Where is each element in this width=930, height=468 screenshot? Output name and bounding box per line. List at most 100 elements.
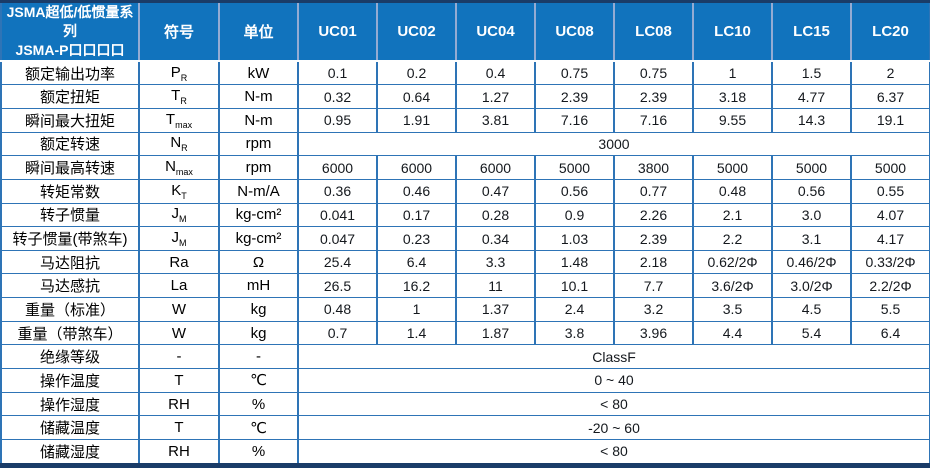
spec-value-cell: 5000 xyxy=(771,155,852,180)
symbol-base: W xyxy=(171,300,187,318)
table-row: 储藏温度 T ℃ -20 ~ 60 xyxy=(0,415,930,440)
row-label: 绝缘等级 xyxy=(0,344,140,370)
symbol-subscript: max xyxy=(175,119,193,130)
spec-value-cell: 25.4 xyxy=(297,249,378,275)
symbol-subscript: R xyxy=(180,96,187,107)
spec-value-cell: 0.64 xyxy=(376,84,457,109)
symbol-base: J xyxy=(171,205,180,223)
spec-value-cell: 5.5 xyxy=(850,297,930,322)
unit-cell: - xyxy=(218,344,299,370)
spec-value-cell: 3.6/2Φ xyxy=(692,273,773,299)
row-label: 重量（标准） xyxy=(0,297,140,322)
spec-value-cell: 3.5 xyxy=(692,297,773,322)
model-column-header: UC04 xyxy=(455,1,535,62)
unit-cell: rpm xyxy=(218,155,299,180)
symbol-cell: - xyxy=(138,344,220,370)
spec-value-cell: 14.3 xyxy=(771,108,852,133)
table-row: 额定转速 NR rpm 3000 xyxy=(0,131,930,157)
unit-cell: N-m xyxy=(218,84,299,109)
row-label: 重量（带煞车） xyxy=(0,320,140,346)
spec-value-cell: 0.9 xyxy=(534,202,615,228)
spec-value-cell: 3.1 xyxy=(771,226,852,251)
unit-column-header: 单位 xyxy=(218,1,298,62)
unit-cell: kg xyxy=(218,320,299,346)
row-label: 额定转速 xyxy=(0,131,140,157)
spec-value-cell: 0.46 xyxy=(376,178,457,204)
symbol-cell: JM xyxy=(138,202,220,228)
spec-value-cell: 9.55 xyxy=(692,108,773,133)
unit-cell: ℃ xyxy=(218,415,299,440)
spec-value-cell: 0.56 xyxy=(771,178,852,204)
series-title-line1: JSMA超低/低惯量系列 xyxy=(6,4,134,39)
spec-value-cell: 3.81 xyxy=(455,108,536,133)
unit-cell: kW xyxy=(218,60,299,86)
symbol-cell: RH xyxy=(138,438,220,467)
spec-value-cell: 7.7 xyxy=(613,273,694,299)
table-row: 额定扭矩 TR N-m 0.32 0.64 1.27 2.39 2.39 3.18 4.77 6.3… xyxy=(0,84,930,109)
spec-value-cell: 7.16 xyxy=(613,108,694,133)
model-column-header: LC08 xyxy=(613,1,693,62)
table-body: 额定输出功率 PR kW 0.1 0.2 0.4 0.75 0.75 1 1.5 2 额定扭矩 TR N-… xyxy=(0,60,930,467)
spec-value-cell: 26.5 xyxy=(297,273,378,299)
model-column-header: LC10 xyxy=(692,1,772,62)
spec-value-cell: 0.75 xyxy=(613,60,694,86)
spec-value-cell: 19.1 xyxy=(850,108,930,133)
spec-value-cell: 1.37 xyxy=(455,297,536,322)
symbol-cell: T xyxy=(138,368,220,393)
spec-value-cell: 0.48 xyxy=(297,297,378,322)
spec-value-cell: 0.041 xyxy=(297,202,378,228)
table-row: 转子惯量 JM kg-cm² 0.041 0.17 0.28 0.9 2.26 2.1 3.0 4.… xyxy=(0,202,930,228)
table-row: 瞬间最高转速 Nmax rpm 6000 6000 6000 5000 3800 5000 500… xyxy=(0,155,930,180)
symbol-cell: RH xyxy=(138,391,220,417)
symbol-cell: T xyxy=(138,415,220,440)
spec-value-cell: 0.2 xyxy=(376,60,457,86)
symbol-subscript: M xyxy=(179,238,187,249)
model-column-header: UC02 xyxy=(376,1,456,62)
spec-value-cell: 6000 xyxy=(297,155,378,180)
unit-cell: kg-cm² xyxy=(218,226,299,251)
model-column-header: LC20 xyxy=(850,1,930,62)
spec-value-cell: 1.27 xyxy=(455,84,536,109)
spec-value-cell: 1.03 xyxy=(534,226,615,251)
spec-value-cell: 6.37 xyxy=(850,84,930,109)
spec-value-cell: 0.55 xyxy=(850,178,930,204)
spec-value-cell: 0.047 xyxy=(297,226,378,251)
spec-value-cell: 1 xyxy=(376,297,457,322)
spec-value-cell: 3.8 xyxy=(534,320,615,346)
spec-value-cell: 5000 xyxy=(692,155,773,180)
symbol-cell: KT xyxy=(138,178,220,204)
symbol-cell: W xyxy=(138,320,220,346)
spec-value-cell: 0.77 xyxy=(613,178,694,204)
row-label: 转矩常数 xyxy=(0,178,140,204)
unit-cell: N-m xyxy=(218,108,299,133)
symbol-subscript: max xyxy=(175,167,193,178)
spec-value-cell: 2.2 xyxy=(692,226,773,251)
symbol-cell: NR xyxy=(138,131,220,157)
row-label: 额定输出功率 xyxy=(0,60,140,86)
spec-value-cell: 5000 xyxy=(534,155,615,180)
symbol-base: J xyxy=(171,229,180,247)
unit-cell: % xyxy=(218,438,299,467)
row-label: 马达感抗 xyxy=(0,273,140,299)
spec-value-cell: 3.3 xyxy=(455,249,536,275)
unit-cell: ℃ xyxy=(218,368,299,393)
spec-value-cell: 6000 xyxy=(455,155,536,180)
table-row: 马达阻抗 Ra Ω 25.4 6.4 3.3 1.48 2.18 0.62/2Φ 0.46/2Φ 0… xyxy=(0,249,930,275)
table-row: 操作温度 T ℃ 0 ~ 40 xyxy=(0,368,930,393)
symbol-base: T xyxy=(171,87,181,105)
row-label: 转子惯量(带煞车) xyxy=(0,226,140,251)
table-row: 绝缘等级 - - ClassF xyxy=(0,344,930,370)
unit-cell: % xyxy=(218,391,299,417)
spec-value-cell: 2.39 xyxy=(613,226,694,251)
symbol-base: RH xyxy=(168,442,190,460)
symbol-cell: Ra xyxy=(138,249,220,275)
unit-cell: N-m/A xyxy=(218,178,299,204)
symbol-base: - xyxy=(176,348,182,366)
spec-value-cell: 0.28 xyxy=(455,202,536,228)
row-label: 额定扭矩 xyxy=(0,84,140,109)
spec-value-cell: 3.18 xyxy=(692,84,773,109)
spec-value-cell: 6000 xyxy=(376,155,457,180)
